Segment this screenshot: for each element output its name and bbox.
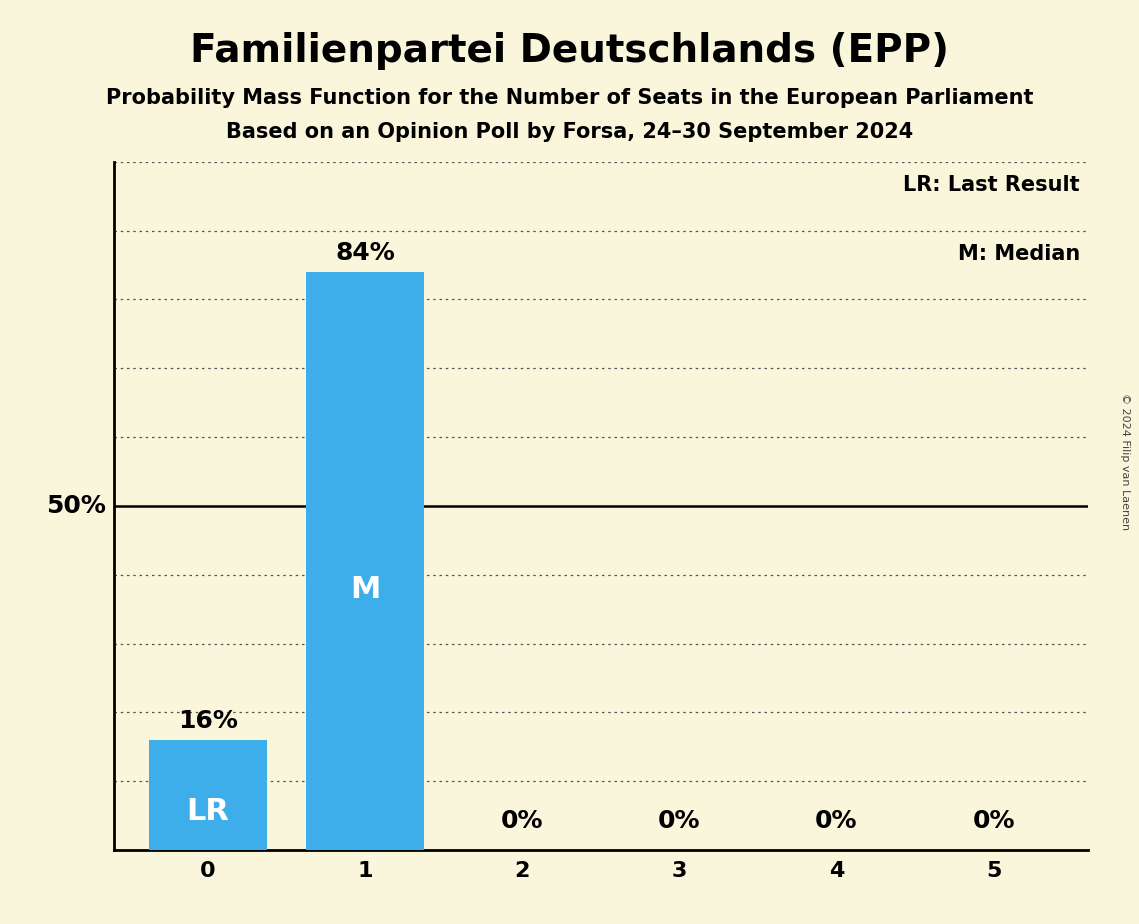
Text: 0%: 0% (658, 808, 700, 833)
Text: 50%: 50% (47, 494, 106, 517)
Bar (149, 740, 267, 850)
Text: LR: LR (187, 797, 230, 826)
Text: Based on an Opinion Poll by Forsa, 24–30 September 2024: Based on an Opinion Poll by Forsa, 24–30… (226, 122, 913, 142)
Text: 0%: 0% (501, 808, 543, 833)
Text: © 2024 Filip van Laenen: © 2024 Filip van Laenen (1121, 394, 1130, 530)
Text: M: Median: M: Median (958, 244, 1080, 264)
Text: 84%: 84% (335, 241, 395, 265)
Text: LR: Last Result: LR: Last Result (903, 176, 1080, 196)
Text: 16%: 16% (178, 709, 238, 733)
Text: Familienpartei Deutschlands (EPP): Familienpartei Deutschlands (EPP) (190, 32, 949, 70)
Bar (306, 272, 424, 850)
Text: Probability Mass Function for the Number of Seats in the European Parliament: Probability Mass Function for the Number… (106, 88, 1033, 108)
Text: M: M (350, 576, 380, 604)
Text: 0%: 0% (816, 808, 858, 833)
Text: 0%: 0% (973, 808, 1015, 833)
